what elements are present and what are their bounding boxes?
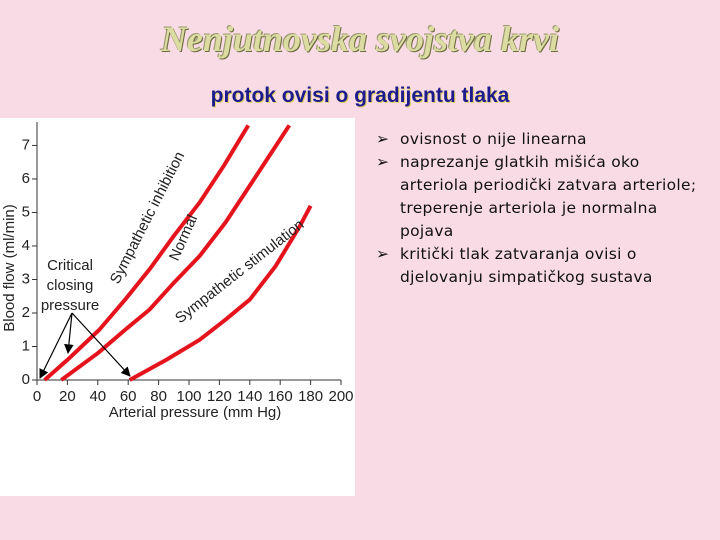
x-tick-label: 200	[328, 388, 353, 405]
annotation-line: pressure	[41, 297, 99, 314]
x-tick-label: 20	[59, 388, 76, 405]
line-series	[128, 204, 313, 382]
annotation-arrow	[39, 312, 73, 379]
x-tick-label: 0	[33, 388, 41, 405]
bullet: kritički tlak zatvaranja ovisi o djelova…	[376, 243, 706, 289]
y-tick-label: 6	[22, 170, 30, 187]
y-tick-label: 2	[22, 304, 30, 321]
y-tick-label: 1	[22, 337, 30, 354]
chart-background	[0, 118, 355, 496]
bullet: naprezanje glatkih mišića oko arteriola …	[376, 151, 706, 243]
y-tick-label: 4	[22, 237, 30, 254]
x-tick-label: 140	[237, 388, 262, 405]
x-tick-label: 180	[298, 388, 323, 405]
x-tick-label: 80	[150, 388, 167, 405]
line-series	[60, 124, 291, 382]
x-tick-label: 120	[207, 388, 232, 405]
annotation-arrow	[64, 312, 74, 354]
y-tick-label: 7	[22, 136, 30, 153]
line-series	[43, 124, 250, 382]
x-tick-label: 40	[89, 388, 106, 405]
x-axis-label: Arterial pressure (mm Hg)	[109, 404, 282, 421]
chart: 0 1 2 3 4 5 6 7 0 20 40 60 80 100 120 140 160 180 200 Arter…	[0, 118, 355, 496]
annotation: Critical closing pressure	[41, 257, 99, 314]
bullet: ovisnost o nije linearna	[376, 128, 706, 151]
y-tick-label: 3	[22, 270, 30, 287]
annotation-line: closing	[47, 277, 94, 294]
x-tick-label: 100	[176, 388, 201, 405]
y-tick-label: 0	[22, 371, 30, 388]
x-tick-label: 60	[120, 388, 137, 405]
slide-subtitle: protok ovisi o gradijentu tlaka	[210, 84, 510, 107]
slide-title: Nenjutnovska svojstva krvi	[160, 19, 559, 59]
annotation-line: Critical	[47, 257, 93, 274]
bullet-list: ovisnost o nije linearnanaprezanje glatk…	[376, 128, 706, 289]
x-tick-label: 160	[268, 388, 293, 405]
y-tick-label: 5	[22, 203, 30, 220]
annotation-arrow	[71, 312, 131, 377]
y-axis-label: Blood flow (ml/min)	[1, 204, 18, 332]
